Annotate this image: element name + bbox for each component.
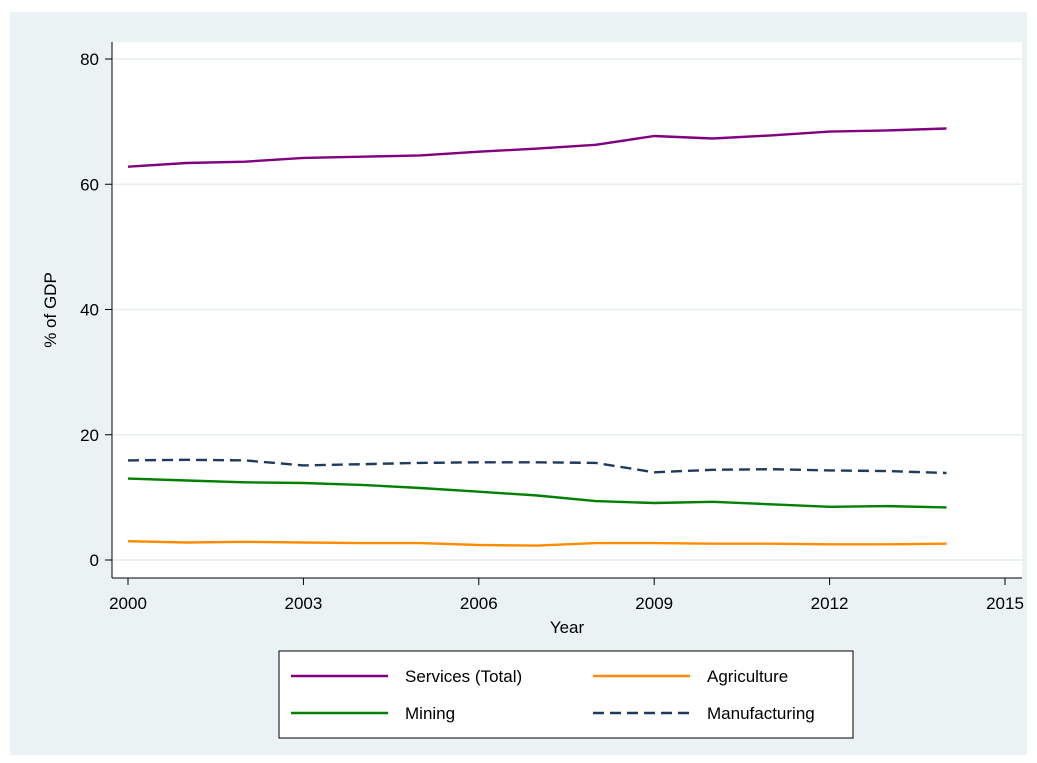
y-tick-label: 20 <box>80 426 99 445</box>
x-tick-label: 2003 <box>284 594 322 613</box>
x-tick-label: 2006 <box>460 594 498 613</box>
series-line-manufacturing <box>127 458 947 475</box>
legend-label: Mining <box>405 704 455 723</box>
x-tick-label: 2015 <box>986 594 1024 613</box>
x-tick-label: 2012 <box>811 594 849 613</box>
legend-label: Agriculture <box>707 667 788 686</box>
ticks: 0 20 40 60 80 2000 2003 2006 2009 2012 2015 <box>80 50 1024 613</box>
legend-box <box>278 650 854 739</box>
legend-label: Manufacturing <box>707 704 815 723</box>
series-line-mining <box>127 477 947 509</box>
y-axis-title: % of GDP <box>41 272 60 348</box>
y-tick-label: 80 <box>80 50 99 69</box>
legend-entries: Services (Total) Agriculture Mining Manufac… <box>291 667 815 723</box>
y-tick-label: 0 <box>90 551 99 570</box>
legend: Services (Total) Agriculture Mining Manufac… <box>278 650 854 739</box>
y-tick-label: 40 <box>80 301 99 320</box>
series-lines <box>127 127 947 547</box>
gridlines <box>113 58 1022 561</box>
x-tick-label: 2000 <box>109 594 147 613</box>
x-axis-title: Year <box>550 618 585 637</box>
series-line-agriculture <box>127 540 947 547</box>
series-line-services-total <box>127 127 947 168</box>
y-tick-label: 60 <box>80 175 99 194</box>
x-tick-label: 2009 <box>635 594 673 613</box>
legend-label: Services (Total) <box>405 667 522 686</box>
